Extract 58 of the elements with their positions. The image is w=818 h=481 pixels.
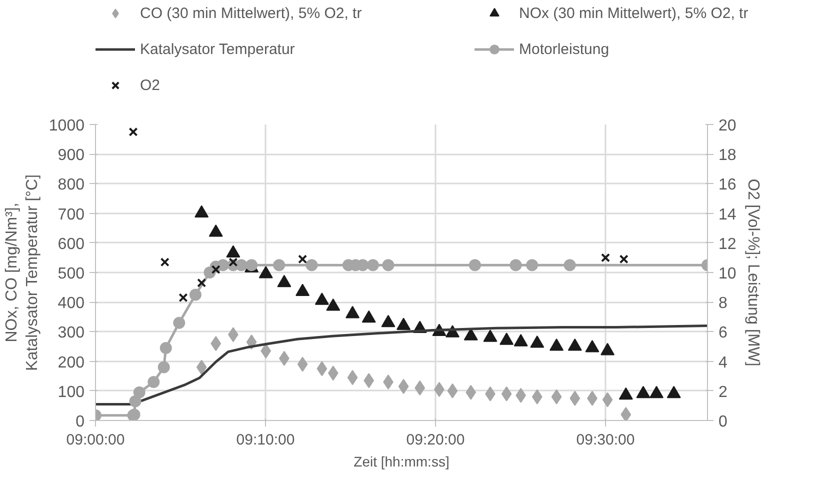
point [178, 293, 188, 302]
x-tick-label: 09:10:00 [236, 432, 295, 448]
y2-tick-label: 16 [718, 176, 736, 194]
point [197, 278, 206, 288]
y-axis-title: NOx, CO [mg/Nm³], Katalysator Temperatur [°C] [4, 174, 41, 371]
x-tick-label: 09:30:00 [576, 432, 635, 448]
y2-tick-label: 18 [718, 147, 736, 164]
y2-tick-label: 20 [718, 118, 736, 134]
point [306, 259, 318, 272]
x-axis-title: Zeit [hh:mm:ss] [354, 454, 450, 470]
x-tick-label: 09:20:00 [406, 432, 465, 448]
point [128, 127, 138, 136]
point [600, 253, 610, 262]
point [160, 342, 172, 354]
y2-tick-label: 12 [718, 236, 736, 253]
legend-label: CO (30 min Mittelwert), 5% O2, tr [140, 4, 363, 24]
point [298, 254, 308, 264]
legend-label: Motorleistung [519, 40, 610, 60]
y-tick-label: 600 [58, 236, 85, 253]
y-tick-label: 500 [58, 266, 85, 282]
point [619, 254, 628, 264]
y-tick-label: 800 [58, 176, 85, 194]
y2-axis-title: O2 [Vol-%]; Leistung [MW] [744, 178, 762, 366]
point [173, 316, 186, 329]
y2-tick-label: 14 [718, 206, 736, 224]
y2-tick-label: 4 [718, 354, 728, 372]
point [189, 288, 202, 301]
point [160, 258, 170, 267]
y2-tick-label: 8 [718, 295, 728, 312]
point [526, 259, 538, 272]
point [217, 259, 229, 272]
y2-tick-label: 2 [718, 384, 728, 401]
y2-tick-label: 0 [718, 414, 728, 430]
y2-tick-label: 10 [718, 266, 736, 282]
point [273, 259, 286, 272]
point [382, 259, 394, 272]
point [366, 259, 379, 272]
point [510, 259, 522, 272]
point [133, 386, 146, 398]
point [564, 259, 576, 272]
y-tick-label: 100 [58, 384, 85, 401]
point [468, 259, 481, 272]
point [211, 265, 220, 274]
x-tick-label: 09:00:00 [66, 432, 125, 448]
point [158, 361, 170, 374]
legend-label: O2 [140, 76, 162, 96]
y-tick-label: 0 [76, 414, 85, 430]
y2-tick-label: 6 [718, 324, 728, 342]
y-tick-label: 1000 [48, 118, 85, 134]
y-tick-label: 700 [58, 206, 85, 224]
legend-label: Katalysator Temperatur [140, 40, 296, 60]
y-tick-label: 200 [58, 354, 85, 372]
y-tick-label: 300 [58, 324, 85, 342]
point [148, 376, 160, 388]
legend-label: NOx (30 min Mittelwert), 5% O2, tr [519, 4, 750, 24]
point [228, 258, 238, 267]
y-tick-label: 400 [58, 295, 85, 312]
y-tick-label: 900 [58, 147, 85, 164]
